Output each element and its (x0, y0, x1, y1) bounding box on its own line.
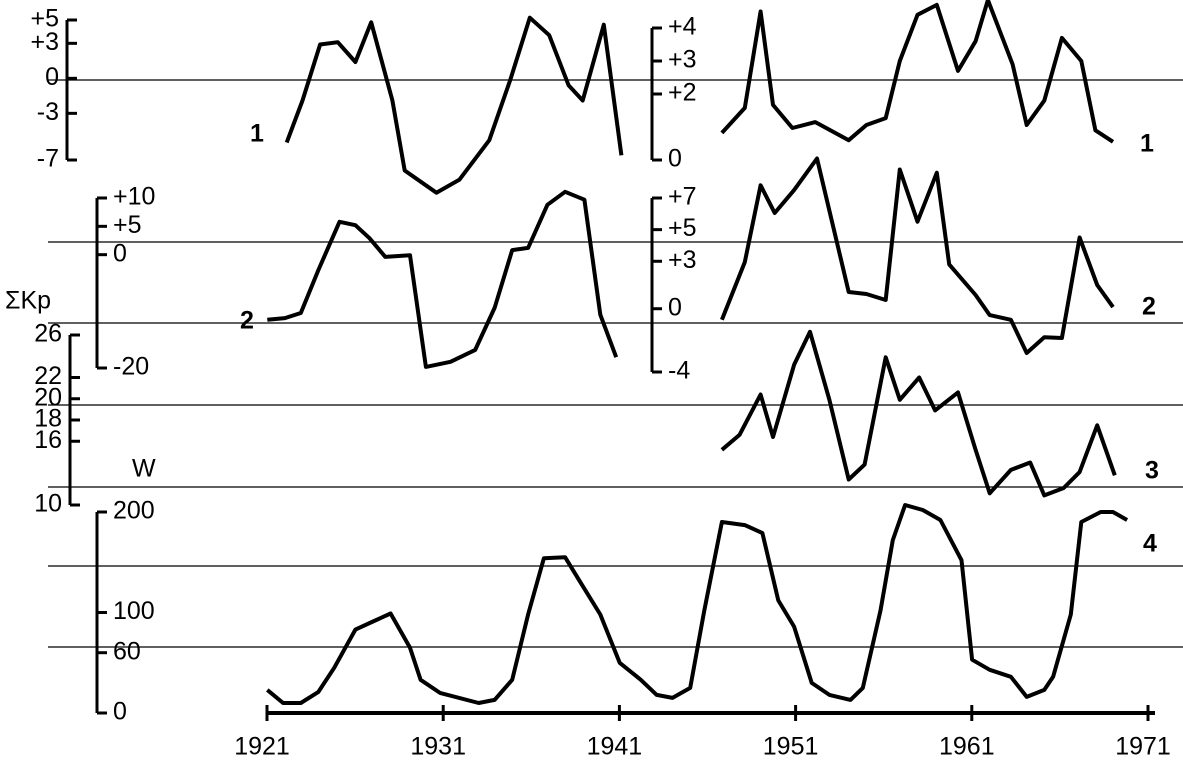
y-tick-label: +5 (113, 211, 142, 239)
series-label: 1 (250, 120, 264, 148)
y-tick-label: +5 (30, 5, 59, 33)
series-label: 2 (1142, 293, 1156, 321)
y-tick-label: 20 (34, 383, 62, 411)
y-tick-label: 100 (113, 597, 155, 625)
y-tick-label: +5 (668, 214, 697, 242)
x-tick-label: 1961 (939, 733, 995, 761)
data-line (720, 0, 1115, 144)
series-label: 1 (1140, 130, 1154, 158)
y-tick-label: 0 (113, 239, 127, 267)
y-tick-label: 16 (34, 426, 62, 454)
data-line (266, 503, 1129, 705)
reference-lines (48, 79, 1183, 648)
series-label: 4 (1143, 530, 1157, 558)
y-tick-label: +10 (113, 183, 155, 211)
x-tick-label: 1971 (1115, 733, 1171, 761)
data-line (720, 156, 1115, 355)
y-tick-label: +7 (668, 183, 697, 211)
data-line (284, 15, 624, 195)
y-tick-label: -4 (668, 357, 690, 385)
y-axis-label: ΣKp (5, 287, 51, 315)
y-tick-label: 0 (668, 145, 682, 173)
y-tick-label: 10 (34, 490, 62, 518)
data-line (720, 329, 1117, 498)
y-tick-label: -7 (37, 145, 59, 173)
y-tick-label: +4 (668, 13, 697, 41)
y-tick-label: +3 (30, 28, 59, 56)
y-tick-label: 0 (45, 63, 59, 91)
y-tick-label: 26 (34, 320, 62, 348)
x-tick-label: 1941 (587, 733, 643, 761)
x-tick-label: 1951 (763, 733, 819, 761)
y-tick-label: 22 (34, 362, 62, 390)
y-tick-label: 18 (34, 405, 62, 433)
x-tick-label: 1921 (234, 733, 290, 761)
y-axis-label: W (132, 455, 156, 483)
series-label: 3 (1145, 457, 1159, 485)
y-tick-label: 0 (668, 293, 682, 321)
y-tick-label: 200 (113, 497, 155, 525)
y-tick-label: -20 (113, 353, 149, 381)
y-tick-label: 0 (113, 698, 127, 726)
data-line (267, 189, 619, 369)
x-tick-label: 1931 (410, 733, 466, 761)
y-tick-label: +2 (668, 79, 697, 107)
y-tick-label: +3 (668, 46, 697, 74)
y-tick-label: -3 (37, 98, 59, 126)
y-tick-label: 60 (113, 637, 141, 665)
series-label: 2 (240, 307, 254, 335)
y-tick-label: +3 (668, 246, 697, 274)
